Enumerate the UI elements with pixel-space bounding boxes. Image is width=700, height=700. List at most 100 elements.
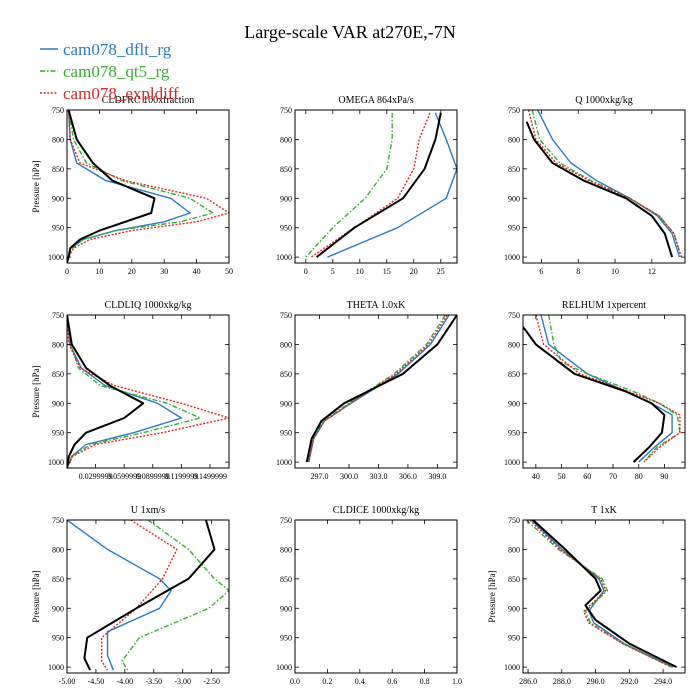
y-tick-label: 800	[508, 135, 520, 144]
y-tick-label: 800	[508, 340, 520, 349]
plot-frame	[66, 519, 230, 674]
x-tick-label: 20	[410, 267, 418, 276]
x-tick-label: 290.0	[587, 677, 605, 686]
plot-frame	[294, 109, 458, 264]
y-tick-label: 1000	[276, 663, 292, 672]
y-tick-label: 850	[280, 165, 292, 174]
plot-frame	[66, 314, 230, 469]
x-tick-label: -4.50	[88, 677, 105, 686]
legend-entry: cam078_dflt_rg	[63, 40, 172, 59]
series-line-s2	[307, 315, 446, 463]
y-tick-label: 1000	[48, 458, 64, 467]
series-line-s2	[548, 315, 681, 463]
y-tick-label: 900	[52, 399, 64, 408]
y-tick-label: 950	[508, 429, 520, 438]
x-tick-label: 297.0	[311, 472, 329, 481]
series-line-s2	[121, 520, 229, 671]
x-tick-label: 80	[635, 472, 643, 481]
series-line-s2	[67, 315, 202, 468]
series-group	[67, 110, 229, 263]
y-tick-label: 950	[280, 429, 292, 438]
y-tick-label: 900	[508, 194, 520, 203]
series-line-s3	[308, 315, 448, 463]
series-line-s1	[67, 315, 183, 468]
x-tick-label: 0.8	[420, 677, 430, 686]
x-tick-label: 12	[648, 267, 656, 276]
figure-title: Large-scale VAR at270E,-7N	[244, 22, 455, 42]
x-tick-label: 0.2	[322, 677, 332, 686]
y-tick-label: 1000	[48, 253, 64, 262]
y-tick-label: 850	[52, 165, 64, 174]
legend-entry: cam078_expldiff	[63, 84, 179, 103]
y-tick-label: 800	[280, 545, 292, 554]
plot-frame	[294, 519, 458, 674]
panel-title: U 1xm/s	[131, 505, 165, 516]
y-tick-label: 850	[508, 165, 520, 174]
panel-title: CLDLIQ 1000xkg/kg	[105, 300, 192, 311]
y-tick-label: 1000	[48, 663, 64, 672]
x-tick-label: 0	[304, 267, 308, 276]
x-tick-label: 30	[160, 267, 168, 276]
y-tick-label: 900	[508, 399, 520, 408]
plot-frame	[66, 109, 230, 264]
y-tick-label: 750	[508, 516, 520, 525]
plot-frame	[294, 314, 458, 469]
series-line-s3	[100, 520, 178, 671]
x-tick-label: 288.0	[553, 677, 571, 686]
panel-2: OMEGA 864xPa/s 0 5 10 15 20 25 750 800 850 900 950 1…	[276, 95, 458, 276]
x-tick-label: 20	[128, 267, 136, 276]
series-group	[305, 112, 457, 258]
y-tick-label: 850	[508, 575, 520, 584]
y-tick-label: 950	[508, 224, 520, 233]
series-group	[67, 315, 229, 468]
y-tick-label: 850	[280, 575, 292, 584]
y-tick-label: 800	[280, 340, 292, 349]
x-tick-label: 294.0	[654, 677, 672, 686]
series-line-obs	[67, 110, 156, 263]
y-axis-label: Pressure [hPa]	[31, 365, 41, 417]
x-tick-label: 50	[225, 267, 233, 276]
plot-frame	[522, 109, 686, 264]
y-tick-label: 850	[52, 575, 64, 584]
x-tick-label: 6	[539, 267, 543, 276]
y-tick-label: 750	[52, 311, 64, 320]
y-tick-label: 950	[280, 634, 292, 643]
series-group	[523, 315, 681, 463]
x-tick-label: 286.0	[519, 677, 537, 686]
y-tick-label: 1000	[504, 253, 520, 262]
series-line-s3	[529, 520, 672, 668]
x-tick-label: 303.0	[369, 472, 387, 481]
legend: cam078_dflt_rg cam078_qt5_rg cam078_expldi…	[40, 40, 179, 103]
panel-title: CLDFRC 100xfraction	[102, 95, 195, 106]
x-tick-label: 309.0	[428, 472, 446, 481]
panel-5: THETA 1.0xK 297.0 300.0 303.0 306.0 309.0 750 8…	[276, 300, 458, 481]
y-tick-label: 950	[508, 634, 520, 643]
y-tick-label: 750	[280, 311, 292, 320]
series-line-s3	[535, 315, 681, 463]
x-tick-label: 1.0	[452, 677, 462, 686]
y-axis-label: Pressure [hPa]	[487, 570, 497, 622]
y-tick-label: 900	[280, 604, 292, 613]
series-group	[67, 520, 229, 671]
y-tick-label: 750	[52, 516, 64, 525]
y-tick-label: 900	[52, 604, 64, 613]
series-line-s2	[531, 110, 682, 258]
series-line-obs	[83, 520, 216, 671]
y-tick-label: 850	[508, 370, 520, 379]
x-tick-label: 10	[356, 267, 364, 276]
panel-title: CLDICE 1000xkg/kg	[333, 505, 419, 516]
y-tick-label: 950	[52, 634, 64, 643]
series-group	[525, 110, 682, 258]
x-tick-label: -5.00	[59, 677, 76, 686]
panel-title: T 1xK	[591, 505, 617, 516]
series-line-obs	[523, 326, 666, 463]
y-tick-label: 900	[508, 604, 520, 613]
series-line-s1	[540, 315, 673, 463]
y-tick-label: 950	[52, 429, 64, 438]
y-tick-label: 900	[280, 194, 292, 203]
x-tick-label: 40	[193, 267, 201, 276]
x-tick-label: 70	[609, 472, 617, 481]
x-tick-label: -3.50	[145, 677, 162, 686]
series-line-obs	[525, 121, 674, 258]
y-tick-label: 1000	[276, 458, 292, 467]
